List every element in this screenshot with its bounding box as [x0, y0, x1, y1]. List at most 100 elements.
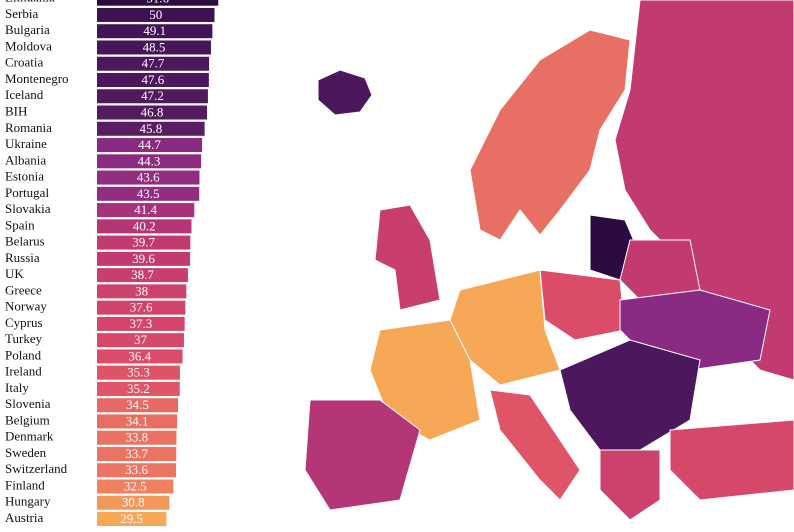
country-label: Poland	[5, 347, 42, 362]
iceland	[317, 69, 373, 116]
country-label: Finland	[5, 477, 45, 492]
bar	[97, 186, 200, 201]
country-label: Switzerland	[5, 461, 68, 476]
country-label: Austria	[5, 510, 44, 525]
bar	[97, 89, 208, 104]
country-label: Ireland	[5, 364, 42, 379]
bar	[97, 105, 207, 120]
bar	[97, 138, 203, 153]
bar	[97, 398, 179, 413]
country-label: Spain	[5, 217, 35, 232]
scandinavia	[469, 29, 631, 241]
bar	[97, 495, 170, 510]
balkans	[559, 339, 701, 451]
bar	[97, 300, 186, 315]
value-label: 37.6	[130, 300, 153, 315]
bar	[97, 414, 178, 429]
value-label: 50	[149, 7, 162, 22]
value-label: 35.3	[127, 365, 150, 380]
value-label: 43.6	[137, 170, 160, 185]
bar	[97, 0, 219, 6]
bar	[97, 203, 195, 218]
country-label: Ukraine	[5, 136, 47, 151]
bar	[97, 56, 210, 71]
bar	[97, 463, 176, 478]
bar	[97, 24, 213, 39]
bar	[97, 479, 174, 494]
value-label: 37	[134, 332, 148, 347]
value-label: 47.7	[142, 56, 165, 71]
bar	[97, 235, 191, 250]
value-label: 29.5	[120, 511, 143, 526]
value-label: 39.7	[132, 235, 155, 250]
bar	[97, 73, 209, 87]
value-label: 43.5	[137, 186, 160, 201]
value-label: 47.2	[141, 88, 164, 103]
country-label: Slovakia	[5, 201, 51, 216]
bar	[97, 219, 192, 234]
greece	[599, 449, 661, 521]
value-label: 39.6	[132, 251, 155, 266]
value-label: 34.5	[126, 397, 149, 412]
value-label: 33.8	[125, 430, 148, 445]
country-label: Greece	[5, 282, 42, 297]
country-label: Belarus	[5, 234, 45, 249]
bar	[97, 154, 202, 169]
country-label: UK	[5, 266, 24, 281]
value-label: 47.6	[142, 72, 165, 87]
value-label: 36.4	[128, 348, 151, 363]
value-label: 34.1	[126, 413, 149, 428]
bar	[97, 316, 185, 331]
value-label: 40.2	[133, 218, 156, 233]
bar	[97, 170, 200, 185]
country-label: Serbia	[5, 6, 38, 21]
country-label: Portugal	[5, 185, 49, 200]
uk	[374, 204, 441, 311]
bar	[97, 512, 167, 527]
bar	[97, 268, 188, 283]
bar	[97, 349, 183, 364]
country-label: Sweden	[5, 445, 47, 460]
value-label: 51.6	[146, 0, 169, 6]
value-label: 49.1	[143, 23, 166, 38]
poland	[539, 269, 626, 341]
bar	[97, 446, 177, 461]
bar	[97, 121, 205, 136]
bar	[97, 251, 191, 266]
value-label: 33.6	[125, 462, 148, 477]
italy	[489, 389, 581, 501]
map	[304, 0, 794, 521]
france	[369, 319, 481, 441]
value-label: 48.5	[143, 39, 166, 54]
country-label: BIH	[5, 104, 27, 119]
value-label: 44.3	[138, 153, 161, 168]
country-label: Montenegro	[5, 71, 69, 86]
bar	[97, 430, 177, 445]
value-label: 45.8	[139, 121, 162, 136]
value-label: 44.7	[138, 137, 161, 152]
country-label: Slovenia	[5, 396, 51, 411]
country-label: Denmark	[5, 429, 54, 444]
bar	[97, 333, 184, 348]
bar	[97, 365, 180, 380]
country-label: Norway	[5, 299, 47, 314]
value-label: 41.4	[134, 202, 157, 217]
iberia	[304, 399, 421, 511]
value-label: 32.5	[124, 478, 147, 493]
country-label: Turkey	[5, 331, 43, 346]
value-label: 38.7	[131, 267, 154, 282]
bar	[97, 284, 187, 299]
turkey	[669, 419, 794, 501]
country-label: Romania	[5, 120, 52, 135]
country-label: Russia	[5, 250, 40, 265]
country-label: Cyprus	[5, 315, 43, 330]
value-label: 33.7	[125, 446, 148, 461]
bar	[97, 7, 215, 22]
bar	[97, 381, 180, 396]
country-label: Moldova	[5, 38, 52, 53]
value-label: 37.3	[129, 316, 152, 331]
country-label: Estonia	[5, 169, 44, 184]
country-label: Bulgaria	[5, 22, 50, 37]
bar	[97, 40, 211, 55]
